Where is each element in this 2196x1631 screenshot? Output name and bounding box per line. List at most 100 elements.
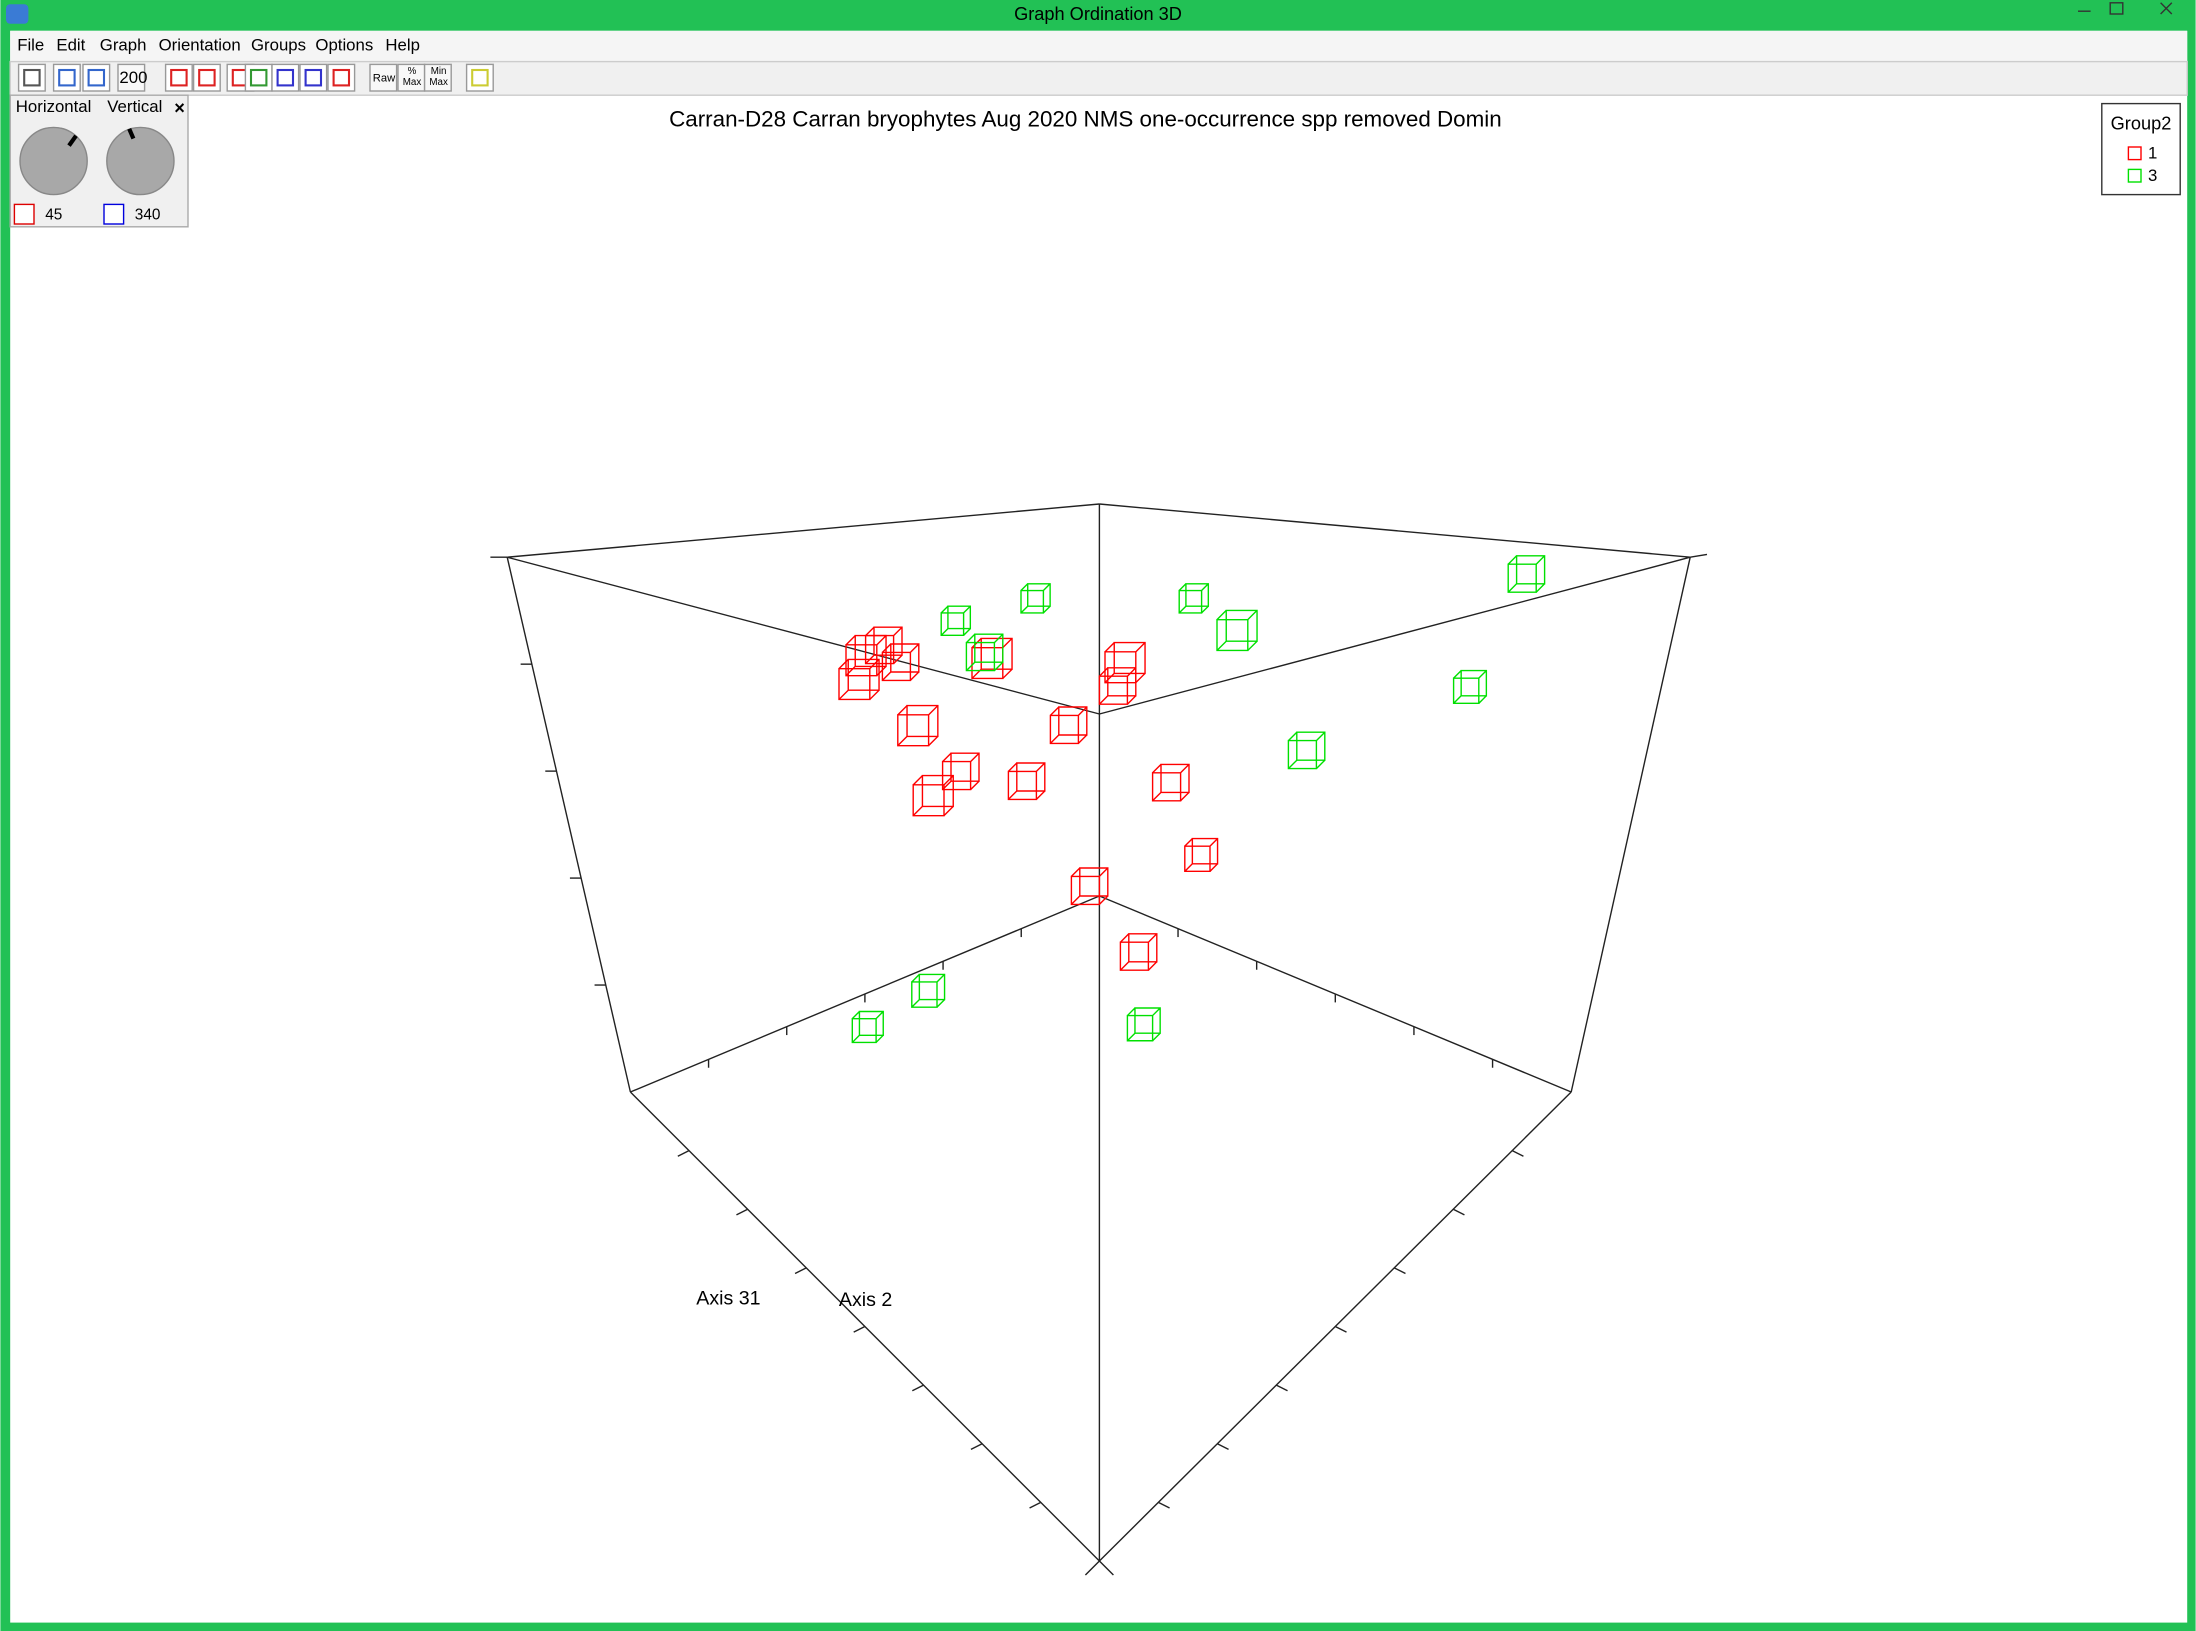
- sample-point: [1216, 609, 1258, 652]
- sample-point: [897, 704, 939, 747]
- sample-point: [1020, 583, 1051, 614]
- horizontal-value: 45: [45, 207, 62, 224]
- panel-close[interactable]: ×: [174, 98, 185, 118]
- toolbar-button[interactable]: [423, 63, 452, 92]
- minmax-button-line2[interactable]: Max: [429, 77, 448, 88]
- toolbar-button[interactable]: [369, 63, 398, 92]
- horizontal-icon: [13, 203, 35, 225]
- sample-point: [911, 973, 946, 1008]
- sample-point: [851, 1010, 884, 1044]
- menu-bar: [10, 30, 2188, 62]
- toolbar-icon: [170, 68, 188, 87]
- tick: [1334, 1325, 1347, 1333]
- toolbar-button[interactable]: [117, 63, 146, 92]
- tick: [1158, 1501, 1170, 1509]
- toolbar-icon: [198, 68, 216, 87]
- sample-point: [845, 634, 887, 677]
- toolbar-icon: [58, 68, 76, 87]
- toolbar-button[interactable]: [465, 63, 494, 92]
- dial-pointer: [67, 134, 78, 147]
- maximize-button[interactable]: [2109, 2, 2124, 15]
- app-icon: [6, 4, 29, 24]
- tick: [1393, 1267, 1406, 1275]
- tick: [1029, 1501, 1042, 1509]
- toolbar-button[interactable]: [244, 63, 273, 92]
- toolbar-button[interactable]: [82, 63, 111, 92]
- menu-item[interactable]: Graph: [100, 36, 147, 55]
- horizontal-tab[interactable]: Horizontal: [16, 97, 92, 116]
- sample-point: [912, 774, 954, 817]
- sample-point: [881, 643, 920, 682]
- raw-button[interactable]: Raw: [373, 72, 396, 84]
- sample-point: [1184, 837, 1219, 873]
- sample-point: [1507, 555, 1546, 593]
- legend-title: Group2: [2111, 113, 2172, 133]
- toolbar-icon: [276, 68, 295, 87]
- sample-point: [1452, 669, 1488, 705]
- sample-point: [1126, 1007, 1161, 1042]
- sample-point: [1151, 763, 1190, 802]
- sample-point: [1178, 583, 1210, 614]
- sample-point: [1119, 933, 1158, 971]
- axis-label: Axis 31: [696, 1287, 760, 1309]
- tick: [677, 1149, 690, 1157]
- sample-point: [941, 752, 980, 791]
- sample-point: [864, 626, 903, 665]
- vertical-tab[interactable]: Vertical: [107, 97, 162, 116]
- vertical-dial[interactable]: [106, 126, 175, 196]
- menu-item[interactable]: File: [17, 36, 44, 55]
- menu-item[interactable]: Edit: [56, 36, 85, 55]
- legend-swatch: [2127, 168, 2142, 183]
- tick: [912, 1384, 924, 1392]
- toolbar-button[interactable]: [52, 63, 81, 92]
- sample-point: [1070, 867, 1109, 906]
- minmax-button-line1[interactable]: Min: [431, 66, 447, 77]
- toolbar-button[interactable]: [164, 63, 193, 92]
- menu-item[interactable]: Groups: [251, 36, 306, 55]
- tick: [1276, 1384, 1288, 1392]
- menu-item[interactable]: Options: [315, 36, 373, 55]
- vertical-value: 340: [135, 207, 161, 224]
- toolbar-button[interactable]: [271, 63, 300, 92]
- toolbar-icon: [87, 68, 106, 87]
- tick: [794, 1267, 807, 1275]
- window-title: Graph Ordination 3D: [1014, 4, 1182, 24]
- toolbar-icon: [471, 68, 489, 87]
- close-button[interactable]: [2160, 2, 2173, 15]
- toolbar-button[interactable]: [17, 63, 46, 92]
- toolbar-icon: [304, 68, 323, 87]
- graph-title: Carran-D28 Carran bryophytes Aug 2020 NM…: [669, 106, 1502, 131]
- sample-point: [940, 605, 972, 637]
- toolbar-icon: [332, 68, 351, 87]
- max-button-line2[interactable]: Max: [403, 77, 422, 88]
- tick: [1452, 1208, 1465, 1216]
- client-area: [10, 30, 2188, 1623]
- size-field[interactable]: 200: [119, 68, 147, 87]
- tick: [853, 1325, 866, 1333]
- sample-point: [1287, 731, 1326, 770]
- sample-point: [1049, 706, 1088, 745]
- toolbar-button[interactable]: [327, 63, 356, 92]
- dial-pointer: [127, 127, 136, 140]
- toolbar-icon: [23, 68, 41, 87]
- toolbar-button[interactable]: [192, 63, 221, 92]
- menu-item[interactable]: Help: [385, 36, 420, 55]
- tick: [1217, 1443, 1229, 1450]
- legend-label: 1: [2148, 143, 2157, 162]
- max-button-line1[interactable]: %: [408, 66, 417, 77]
- legend-swatch: [2127, 146, 2142, 161]
- toolbar-button[interactable]: [299, 63, 328, 92]
- sample-point: [1098, 667, 1137, 705]
- sample-point: [1007, 762, 1046, 801]
- tick: [970, 1443, 983, 1450]
- tick: [1511, 1149, 1524, 1157]
- sample-point: [838, 658, 880, 701]
- menu-item[interactable]: Orientation: [159, 36, 241, 55]
- tick: [736, 1208, 748, 1216]
- vertical-icon: [103, 203, 125, 225]
- axis-label: Axis 2: [839, 1289, 892, 1311]
- sample-point: [965, 633, 1004, 672]
- toolbar-icon: [249, 68, 268, 87]
- legend-label: 3: [2148, 166, 2157, 185]
